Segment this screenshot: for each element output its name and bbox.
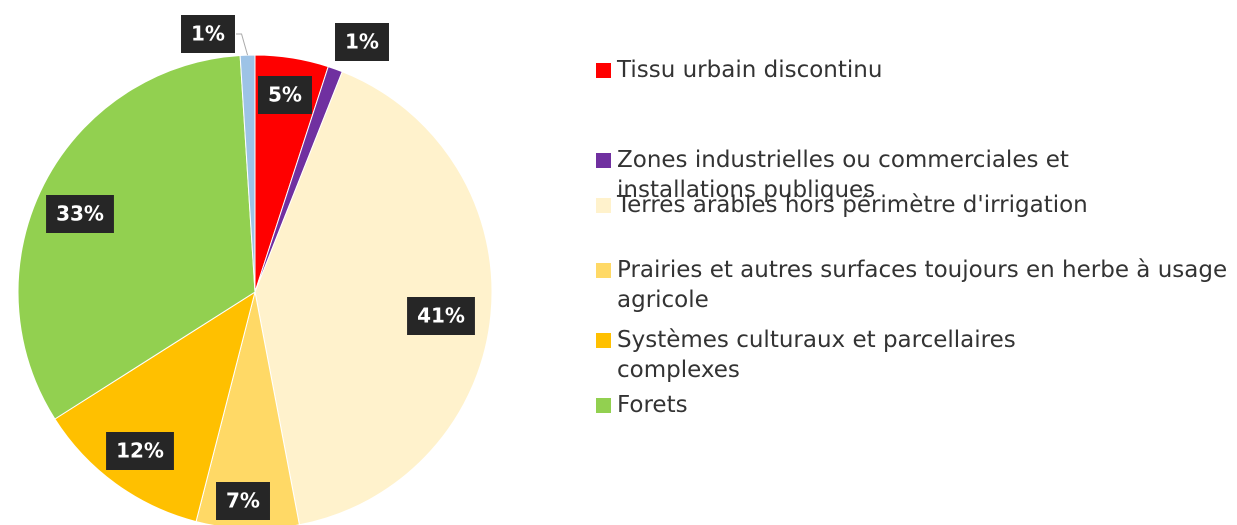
- data-label-text: 7%: [226, 489, 260, 513]
- legend-item: Prairies et autres surfaces toujours en …: [596, 255, 1237, 315]
- data-label-box: [258, 76, 312, 114]
- data-label: 1%: [181, 15, 235, 53]
- legend-swatch: [596, 198, 611, 213]
- data-label-text: 12%: [116, 439, 164, 463]
- legend-swatch: [596, 398, 611, 413]
- data-label-text: 41%: [417, 304, 465, 328]
- pie-slice: [239, 54, 256, 293]
- leader-line: [236, 33, 249, 56]
- legend-item: Terres arables hors périmètre d'irrigati…: [596, 190, 1237, 220]
- legend-label: Zones industrielles ou commerciales et i…: [617, 147, 1069, 203]
- pie-slice: [195, 291, 300, 525]
- legend-item: Systèmes culturaux et parcellaires compl…: [596, 325, 1137, 385]
- legend-item: Zones industrielles ou commerciales et i…: [596, 145, 1177, 205]
- data-label-box: [216, 482, 270, 520]
- legend-swatch: [596, 263, 611, 278]
- legend-label: Forets: [617, 392, 688, 418]
- legend-swatch: [596, 63, 611, 78]
- pie-slice: [54, 290, 256, 523]
- legend-label: Terres arables hors périmètre d'irrigati…: [617, 192, 1088, 218]
- data-label: 41%: [407, 297, 475, 335]
- data-label: 7%: [216, 482, 270, 520]
- pie-slice: [254, 70, 493, 525]
- data-label-box: [407, 297, 475, 335]
- legend-label: Tissu urbain discontinu: [617, 57, 883, 83]
- data-label-text: 1%: [345, 30, 379, 54]
- data-label-box: [335, 23, 389, 61]
- data-label-text: 1%: [191, 22, 225, 46]
- pie-slice: [17, 54, 256, 420]
- legend-item: Tissu urbain discontinu: [596, 55, 1217, 85]
- data-label-box: [106, 432, 174, 470]
- legend-swatch: [596, 333, 611, 348]
- data-label: 12%: [106, 432, 174, 470]
- data-label: 1%: [335, 23, 389, 61]
- data-label-box: [181, 15, 235, 53]
- legend-label: Prairies et autres surfaces toujours en …: [617, 257, 1228, 313]
- data-label-text: 33%: [56, 202, 104, 226]
- data-label: 5%: [258, 76, 312, 114]
- legend-label: Systèmes culturaux et parcellaires compl…: [617, 327, 1016, 383]
- data-label: 33%: [46, 195, 114, 233]
- legend-swatch: [596, 153, 611, 168]
- legend-item: Forets: [596, 390, 1217, 420]
- data-label-box: [46, 195, 114, 233]
- data-label-text: 5%: [268, 83, 302, 107]
